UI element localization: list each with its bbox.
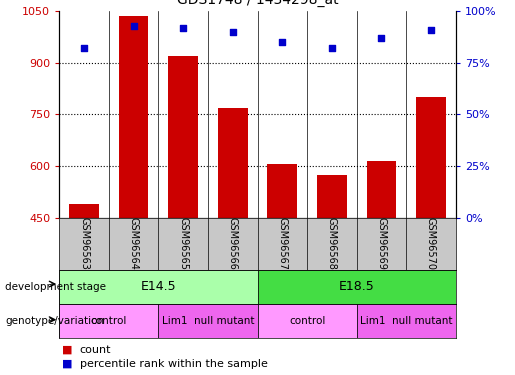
Text: E18.5: E18.5	[339, 280, 374, 293]
Bar	[59, 304, 158, 338]
Bar	[317, 174, 347, 217]
Text: development stage: development stage	[5, 282, 106, 292]
Text: GSM96570: GSM96570	[426, 217, 436, 270]
Point	[129, 22, 138, 29]
Bar	[118, 16, 148, 217]
Text: control: control	[289, 316, 325, 326]
Text: GSM96568: GSM96568	[327, 217, 337, 270]
Text: E14.5: E14.5	[141, 280, 176, 293]
Bar	[416, 97, 446, 218]
Text: genotype/variation: genotype/variation	[5, 316, 104, 326]
Title: GDS1748 / 1434298_at: GDS1748 / 1434298_at	[177, 0, 338, 8]
Text: GSM96567: GSM96567	[277, 217, 287, 270]
Bar	[59, 270, 258, 304]
Point	[80, 45, 88, 51]
Bar	[267, 164, 297, 218]
Point	[229, 29, 237, 35]
Text: Lim1  null mutant: Lim1 null mutant	[360, 316, 453, 326]
Bar	[356, 304, 456, 338]
Text: GSM96563: GSM96563	[79, 217, 89, 270]
Text: percentile rank within the sample: percentile rank within the sample	[80, 359, 268, 369]
Bar	[367, 161, 396, 218]
Text: GSM96569: GSM96569	[376, 217, 386, 270]
Text: count: count	[80, 345, 111, 355]
Bar	[258, 270, 456, 304]
Text: control: control	[91, 316, 127, 326]
Text: Lim1  null mutant: Lim1 null mutant	[162, 316, 254, 326]
Bar	[258, 304, 356, 338]
Point	[179, 25, 187, 31]
Text: ■: ■	[62, 345, 72, 355]
Bar	[168, 56, 198, 217]
Bar	[158, 304, 258, 338]
Point	[278, 39, 286, 45]
Text: ■: ■	[62, 359, 72, 369]
Text: GSM96566: GSM96566	[228, 217, 238, 270]
Bar	[69, 204, 99, 218]
Text: GSM96565: GSM96565	[178, 217, 188, 270]
Point	[328, 45, 336, 51]
Point	[377, 35, 386, 41]
Point	[427, 27, 435, 33]
Bar	[218, 108, 248, 218]
Text: GSM96564: GSM96564	[129, 217, 139, 270]
